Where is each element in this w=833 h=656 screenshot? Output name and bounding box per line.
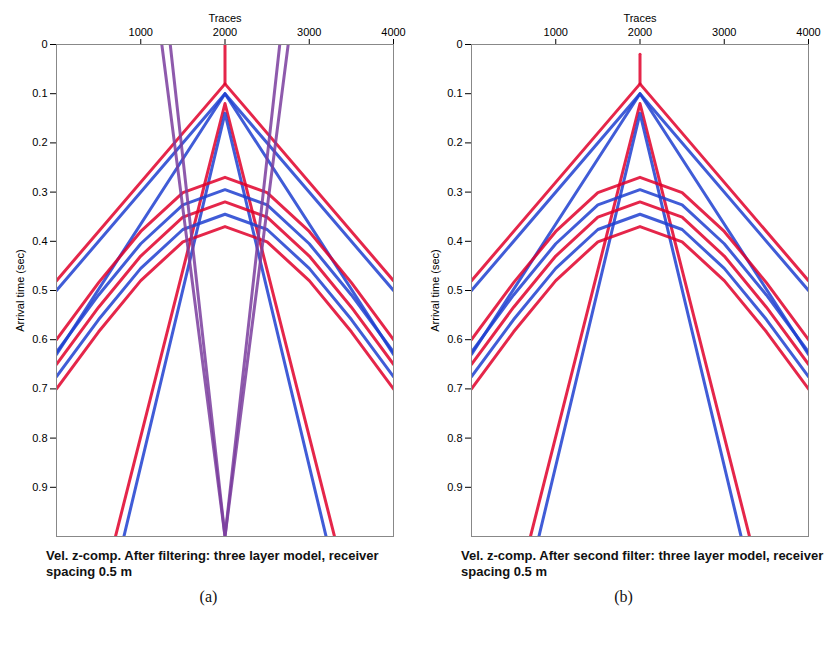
svg-text:1000: 1000 [129, 26, 153, 38]
svg-text:0.2: 0.2 [447, 136, 462, 148]
html-text:(a): (a) [199, 588, 218, 605]
svg-text:4000: 4000 [796, 26, 820, 38]
svg-text:0.5: 0.5 [32, 284, 47, 296]
svg-text:0.5: 0.5 [447, 284, 462, 296]
svg-text:0.3: 0.3 [447, 186, 462, 198]
svg-text:Traces: Traces [623, 12, 657, 24]
svg-text:0.7: 0.7 [447, 382, 462, 394]
svg-text:0: 0 [41, 38, 47, 50]
svg-text:0.3: 0.3 [32, 186, 47, 198]
svg-text:1000: 1000 [544, 26, 568, 38]
svg-text:0.8: 0.8 [447, 432, 462, 444]
svg-text:0.9: 0.9 [447, 481, 462, 493]
html-text:Vel. z-comp. After second filt: Vel. z-comp. After second filter: three … [461, 548, 824, 579]
svg-text:0.9: 0.9 [32, 481, 47, 493]
svg-text:Arrival time (sec): Arrival time (sec) [14, 249, 26, 332]
svg-text:3000: 3000 [712, 26, 736, 38]
svg-text:0.4: 0.4 [447, 235, 462, 247]
svg-text:0.6: 0.6 [447, 333, 462, 345]
html-text:Vel. z-comp. After filtering:: Vel. z-comp. After filtering: three laye… [46, 548, 379, 579]
svg-text:0.8: 0.8 [32, 432, 47, 444]
svg-text:3000: 3000 [297, 26, 321, 38]
html-text:(b): (b) [614, 588, 633, 605]
svg-text:4000: 4000 [381, 26, 405, 38]
svg-text:0.6: 0.6 [32, 333, 47, 345]
svg-text:2000: 2000 [628, 26, 652, 38]
svg-text:2000: 2000 [213, 26, 237, 38]
svg-text:Traces: Traces [208, 12, 242, 24]
svg-text:0.2: 0.2 [32, 136, 47, 148]
svg-text:0: 0 [456, 38, 462, 50]
svg-text:0.7: 0.7 [32, 382, 47, 394]
svg-text:Arrival time (sec): Arrival time (sec) [429, 249, 441, 332]
svg-text:0.4: 0.4 [32, 235, 47, 247]
svg-text:0.1: 0.1 [447, 87, 462, 99]
svg-text:0.1: 0.1 [32, 87, 47, 99]
